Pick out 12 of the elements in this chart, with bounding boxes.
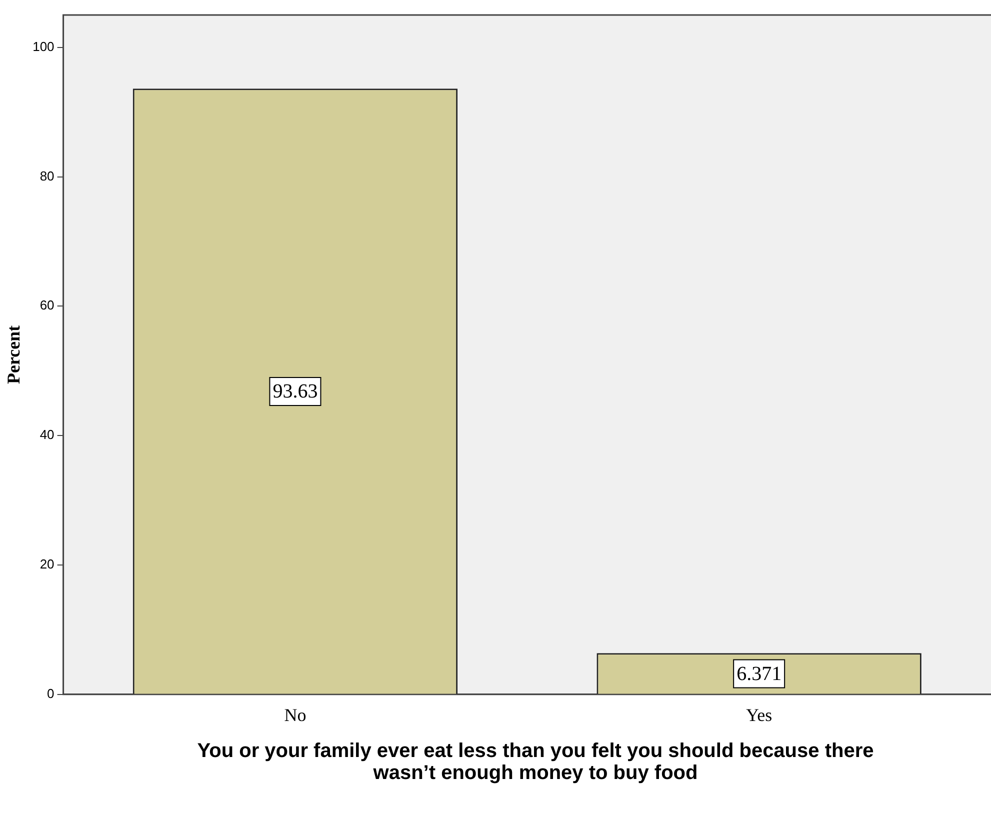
data-label: 93.63 xyxy=(272,380,318,403)
y-tick-label: 60 xyxy=(40,298,54,313)
x-tick-label: No xyxy=(284,704,306,725)
x-tick-label: Yes xyxy=(746,704,772,725)
y-tick-label: 100 xyxy=(32,38,54,54)
y-tick-label: 40 xyxy=(40,427,54,442)
y-tick-label: 20 xyxy=(40,556,54,572)
y-axis-title: Percent xyxy=(3,325,24,384)
y-tick-label: 0 xyxy=(47,686,54,701)
x-axis-title: You or your family ever eat less than you felt you should because there wasn’t enough money to buy food xyxy=(196,740,875,784)
data-label: 6.371 xyxy=(736,663,782,686)
y-tick-label: 80 xyxy=(40,168,54,184)
